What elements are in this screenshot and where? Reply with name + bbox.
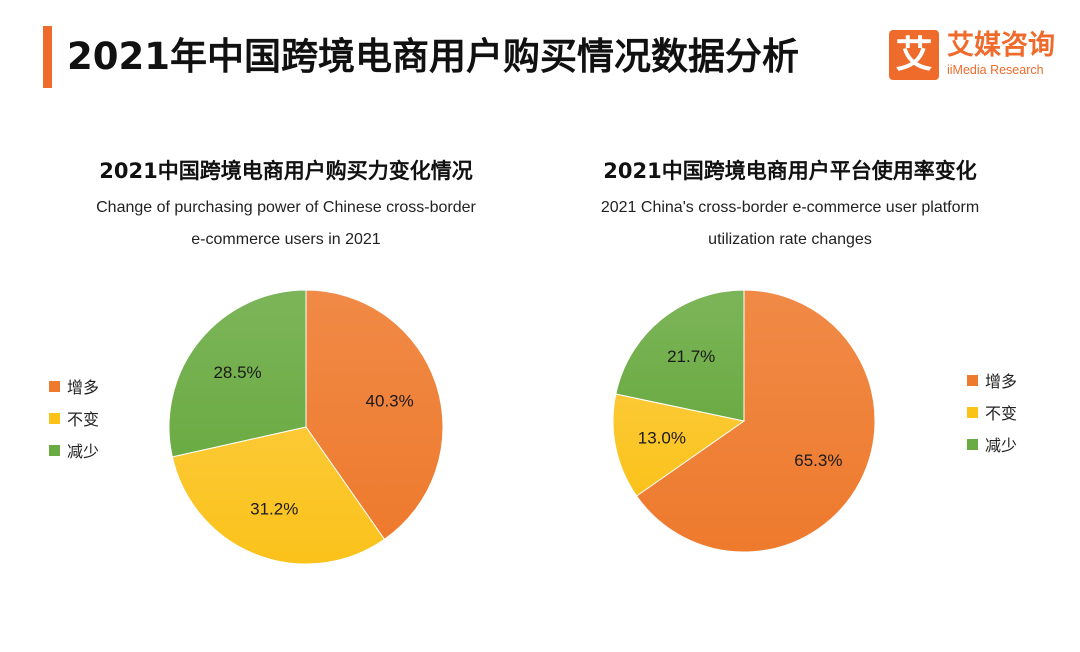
legend-item-increase: 增多: [967, 364, 1017, 396]
chart-2-slice-label-same: 13.0%: [638, 429, 686, 448]
legend-item-same: 不变: [967, 396, 1017, 428]
title-accent-bar: [43, 26, 52, 88]
logo-name-cn: 艾媒咨询: [947, 30, 1055, 61]
legend-item-decrease: 减少: [49, 434, 99, 466]
iimedia-logo: 艾 艾媒咨询 iiMedia Research: [889, 30, 1061, 82]
page-title: 2021年中国跨境电商用户购买情况数据分析: [67, 35, 799, 78]
legend-swatch-decrease: [967, 438, 978, 450]
legend-label-same: 不变: [985, 404, 1018, 423]
chart-1-title: 2021中国跨境电商用户购买力变化情况: [99, 159, 473, 183]
chart-2-pie: 65.3% 13.0% 21.7%: [612, 289, 876, 553]
chart-1-pie: 40.3% 31.2% 28.5%: [168, 289, 444, 565]
legend-swatch-increase: [967, 374, 978, 386]
chart-1-slice-increase: [305, 289, 444, 541]
chart-1-slice-label-increase: 40.3%: [366, 392, 414, 411]
legend-label-increase: 增多: [985, 372, 1018, 391]
legend-swatch-decrease: [49, 444, 60, 456]
logo-mark: 艾: [889, 30, 939, 80]
chart-2-slice-decrease: [615, 289, 745, 422]
chart-1-subtitle-line-1: Change of purchasing power of Chinese cr…: [96, 199, 476, 216]
chart-1-slice-decrease: [168, 289, 307, 458]
legend-label-decrease: 减少: [985, 436, 1018, 455]
logo-name-en: iiMedia Research: [947, 63, 1044, 77]
chart-2-slice-label-increase: 65.3%: [794, 451, 842, 470]
legend-item-decrease: 减少: [967, 428, 1017, 460]
legend-label-increase: 增多: [67, 378, 100, 397]
chart-1-slice-same: [171, 426, 386, 565]
legend-item-same: 不变: [49, 402, 99, 434]
chart-2-slice-increase: [635, 289, 876, 553]
chart-1-slice-label-same: 31.2%: [250, 500, 298, 519]
legend-label-same: 不变: [67, 410, 100, 429]
chart-2-title: 2021中国跨境电商用户平台使用率变化: [603, 159, 977, 183]
chart-1-subtitle: Change of purchasing power of Chinese cr…: [36, 192, 536, 256]
legend-item-increase: 增多: [49, 370, 99, 402]
chart-2-legend: 增多 不变 减少: [967, 364, 1017, 460]
chart-2-slice-same: [612, 393, 746, 497]
chart-2-subtitle-line-2: utilization rate changes: [708, 231, 872, 248]
chart-1-subtitle-line-2: e-commerce users in 2021: [191, 231, 381, 248]
legend-swatch-same: [967, 406, 978, 418]
legend-label-decrease: 减少: [67, 442, 100, 461]
chart-2-subtitle: 2021 China's cross-border e-commerce use…: [540, 192, 1040, 256]
chart-1-legend: 增多 不变 减少: [49, 370, 99, 466]
legend-swatch-increase: [49, 380, 60, 392]
legend-swatch-same: [49, 412, 60, 424]
chart-2-slice-label-decrease: 21.7%: [667, 347, 715, 366]
chart-2-subtitle-line-1: 2021 China's cross-border e-commerce use…: [600, 199, 980, 216]
chart-1-slice-label-decrease: 28.5%: [213, 363, 261, 382]
